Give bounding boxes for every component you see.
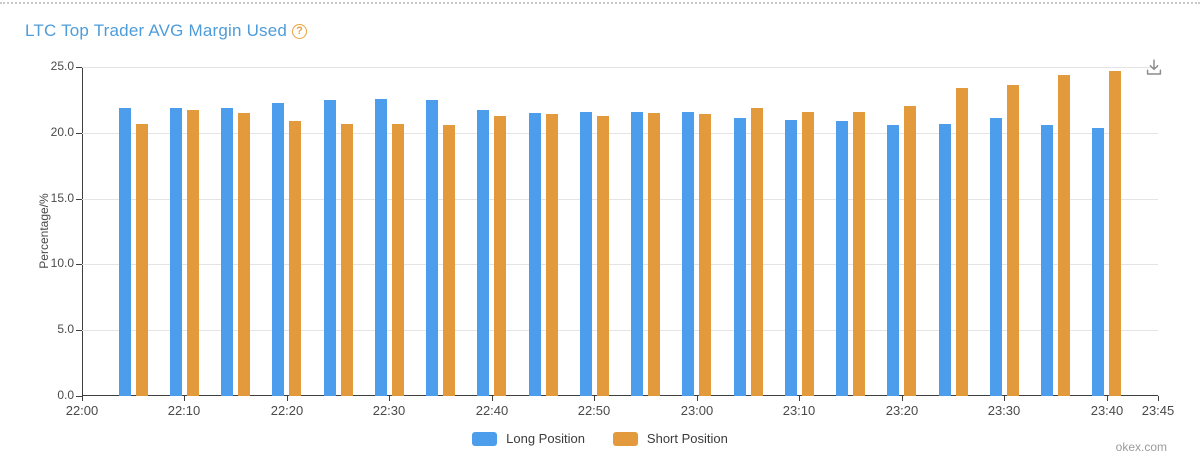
x-axis-tick	[492, 396, 493, 401]
bar-short-23:25	[956, 88, 968, 396]
legend-item-long-position[interactable]: Long Position	[472, 431, 585, 446]
x-tick-label: 22:40	[475, 403, 509, 418]
y-tick-label: 5.0	[57, 322, 74, 336]
x-tick-label: 22:30	[372, 403, 406, 418]
bar-long-22:15	[221, 108, 233, 396]
bar-short-23:20	[904, 106, 916, 396]
x-tick-label: 23:45	[1141, 403, 1175, 418]
bar-short-22:05	[136, 124, 148, 396]
y-tick-label: 0.0	[57, 388, 74, 402]
bar-short-22:40	[494, 116, 506, 396]
legend-label-long: Long Position	[506, 431, 585, 446]
bar-short-22:50	[597, 116, 609, 396]
bar-short-23:00	[699, 114, 711, 396]
x-tick-label: 23:40	[1090, 403, 1124, 418]
bar-short-22:10	[187, 110, 199, 396]
x-tick-label: 23:00	[680, 403, 714, 418]
bar-short-22:20	[289, 121, 301, 396]
legend: Long Position Short Position	[0, 431, 1200, 446]
bar-short-22:55	[648, 113, 660, 396]
x-axis-tick	[697, 396, 698, 401]
bar-long-22:45	[529, 113, 541, 396]
x-axis-tick	[82, 396, 83, 401]
x-axis-tick	[594, 396, 595, 401]
y-axis-tick	[76, 264, 82, 265]
bar-long-23:05	[734, 118, 746, 396]
gridline	[82, 67, 1158, 68]
bar-short-22:25	[341, 124, 353, 396]
y-axis-tick	[76, 199, 82, 200]
legend-label-short: Short Position	[646, 431, 728, 446]
bar-long-23:40	[1092, 128, 1104, 396]
bar-long-22:55	[631, 112, 643, 396]
bar-long-22:10	[170, 108, 182, 396]
bar-short-23:30	[1007, 85, 1019, 396]
bar-short-22:35	[443, 125, 455, 396]
bar-short-23:15	[853, 112, 865, 396]
download-icon[interactable]	[1143, 57, 1165, 79]
x-axis-tick	[184, 396, 185, 401]
bar-long-22:50	[580, 112, 592, 396]
card-top-divider	[0, 2, 1200, 4]
bar-long-23:20	[887, 125, 899, 396]
y-tick-label: 25.0	[50, 59, 74, 73]
x-tick-label: 22:00	[65, 403, 99, 418]
bar-long-23:35	[1041, 125, 1053, 396]
help-icon[interactable]: ?	[292, 23, 308, 39]
legend-item-short-position[interactable]: Short Position	[612, 431, 728, 446]
bar-short-22:30	[392, 124, 404, 396]
x-tick-label: 23:30	[987, 403, 1021, 418]
gridline	[82, 330, 1158, 331]
x-tick-label: 22:20	[270, 403, 304, 418]
page-title: LTC Top Trader AVG Margin Used	[25, 21, 288, 40]
y-tick-label: 10.0	[50, 256, 74, 270]
bar-long-23:30	[990, 118, 1002, 396]
bar-short-23:05	[751, 108, 763, 396]
chart-title-row: LTC Top Trader AVG Margin Used ?	[25, 21, 308, 41]
gridline	[82, 199, 1158, 200]
y-tick-label: 15.0	[50, 191, 74, 205]
bar-short-23:35	[1058, 75, 1070, 396]
bar-short-23:10	[802, 112, 814, 396]
gridline	[82, 264, 1158, 265]
x-tick-label: 22:50	[577, 403, 611, 418]
x-axis-tick	[1004, 396, 1005, 401]
long-position-swatch	[472, 431, 498, 446]
y-axis-tick	[76, 396, 82, 397]
x-axis-tick	[287, 396, 288, 401]
bar-short-22:15	[238, 113, 250, 396]
bar-long-22:40	[477, 110, 489, 396]
watermark: okex.com	[1115, 440, 1167, 454]
bar-long-23:15	[836, 121, 848, 396]
y-tick-label: 20.0	[50, 125, 74, 139]
bar-long-22:30	[375, 99, 387, 396]
x-tick-label: 23:20	[885, 403, 919, 418]
bar-long-22:25	[324, 100, 336, 396]
bar-short-23:40	[1109, 71, 1121, 396]
bar-long-23:25	[939, 124, 951, 396]
x-axis-tick	[799, 396, 800, 401]
y-axis-tick	[76, 133, 82, 134]
x-axis-tick	[1107, 396, 1108, 401]
y-axis-tick	[76, 330, 82, 331]
x-axis-tick	[902, 396, 903, 401]
gridline	[82, 133, 1158, 134]
bar-long-22:20	[272, 103, 284, 396]
bar-long-23:00	[682, 112, 694, 396]
plot-area	[82, 67, 1158, 396]
bar-long-22:35	[426, 100, 438, 396]
x-axis-tick	[389, 396, 390, 401]
short-position-swatch	[612, 431, 638, 446]
y-axis-tick	[76, 67, 82, 68]
bar-long-22:05	[119, 108, 131, 396]
x-axis-tick	[1158, 396, 1159, 401]
bar-short-22:45	[546, 114, 558, 396]
x-tick-label: 23:10	[782, 403, 816, 418]
x-tick-label: 22:10	[167, 403, 201, 418]
bar-long-23:10	[785, 120, 797, 396]
